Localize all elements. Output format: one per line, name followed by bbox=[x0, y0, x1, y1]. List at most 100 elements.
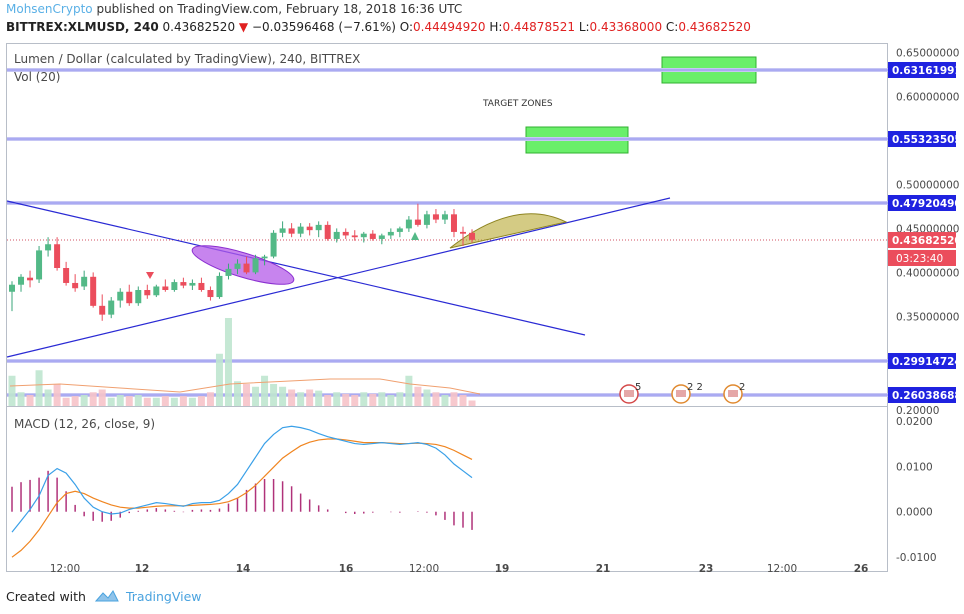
macd-axis-tick-label: 0.0100 bbox=[896, 461, 933, 473]
price-level-badge bbox=[888, 195, 956, 211]
volume-bar bbox=[261, 375, 269, 406]
volume-bar bbox=[26, 395, 34, 406]
price-level-label: 0.29914724 bbox=[892, 356, 962, 368]
event-count-label: 2 2 bbox=[687, 382, 703, 393]
candle-body bbox=[180, 282, 187, 286]
volume-bar bbox=[188, 397, 196, 406]
volume-bar bbox=[279, 386, 287, 406]
candle-body bbox=[9, 284, 15, 292]
candle-body bbox=[234, 263, 241, 269]
footer: Created with TradingView bbox=[6, 588, 202, 604]
open-value: 0.44494920 bbox=[413, 20, 486, 34]
candle-body bbox=[252, 258, 259, 273]
candle-body bbox=[469, 232, 476, 240]
flag-icon bbox=[676, 390, 686, 397]
published-line: MohsenCrypto published on TradingView.co… bbox=[6, 2, 462, 16]
volume-bar bbox=[396, 392, 404, 406]
candle-body bbox=[225, 268, 232, 276]
countdown-badge bbox=[888, 249, 956, 266]
price-change: −0.03596468 (−7.61%) bbox=[251, 20, 396, 34]
volume-bar bbox=[152, 397, 160, 406]
volume-bar bbox=[161, 396, 169, 406]
candle-body bbox=[198, 282, 205, 290]
candle-body bbox=[126, 291, 133, 304]
last-price: 0.43682520 bbox=[162, 20, 236, 34]
volume-bar bbox=[405, 375, 413, 406]
candle-body bbox=[342, 231, 349, 236]
macd-axis-tick-label: 0.0200 bbox=[896, 416, 933, 428]
price-axis-tick-label: 0.50000000 bbox=[896, 179, 959, 191]
volume-bar bbox=[44, 389, 52, 406]
candle-body bbox=[423, 214, 430, 225]
volume-bar bbox=[179, 396, 187, 406]
candle-body bbox=[162, 286, 169, 290]
candle-body bbox=[45, 244, 52, 251]
candle-body bbox=[108, 300, 115, 315]
event-count-label: 5 bbox=[635, 382, 641, 393]
candle-body bbox=[333, 231, 340, 239]
candle-body bbox=[360, 233, 367, 238]
price-level-badge bbox=[888, 62, 956, 78]
price-level-label: 0.63161991 bbox=[892, 65, 962, 77]
time-axis-tick-label: 16 bbox=[339, 563, 354, 575]
candle-body bbox=[369, 233, 376, 239]
volume-bar bbox=[324, 395, 332, 406]
candle-body bbox=[414, 219, 421, 225]
candle-body bbox=[279, 228, 286, 233]
tradingview-brand[interactable]: TradingView bbox=[125, 588, 202, 604]
high-value: 0.44878521 bbox=[502, 20, 575, 34]
time-axis-tick-label: 14 bbox=[236, 563, 251, 575]
volume-bar bbox=[270, 384, 278, 406]
volume-bar bbox=[80, 395, 88, 406]
candle-body bbox=[72, 282, 79, 289]
volume-bar bbox=[360, 392, 368, 406]
volume-bar bbox=[441, 395, 449, 406]
tradingview-logo-icon bbox=[94, 590, 119, 602]
volume-bar bbox=[243, 384, 251, 406]
high-label: H: bbox=[489, 20, 503, 34]
pane-divider[interactable] bbox=[6, 406, 888, 407]
candle-body bbox=[63, 268, 70, 283]
candle-body bbox=[450, 214, 457, 232]
candle-body bbox=[460, 231, 466, 234]
price-axis-tick-label: 0.65000000 bbox=[896, 47, 959, 59]
price-axis-tick-label: 0.20000 bbox=[896, 405, 939, 417]
volume-ma-line bbox=[9, 378, 481, 395]
close-value: 0.43682520 bbox=[678, 20, 751, 34]
countdown-label: 03:23:40 bbox=[896, 253, 943, 265]
volume-legend: Vol (20) bbox=[14, 70, 61, 84]
candle-body bbox=[288, 228, 295, 234]
volume-bar bbox=[89, 392, 97, 406]
volume-bar bbox=[8, 375, 16, 406]
volume-bar bbox=[215, 353, 223, 406]
price-level-badge bbox=[888, 353, 956, 369]
volume-bar bbox=[387, 395, 395, 406]
macd-axis-tick-label: -0.0100 bbox=[896, 552, 937, 564]
time-axis-tick-label: 23 bbox=[699, 563, 714, 575]
open-label: O: bbox=[399, 20, 414, 34]
candle-body bbox=[90, 276, 97, 306]
flag-icon bbox=[728, 390, 738, 397]
flag-icon bbox=[624, 390, 634, 397]
volume-bar bbox=[206, 392, 214, 406]
volume-bar bbox=[351, 395, 359, 406]
volume-bar bbox=[35, 370, 43, 406]
volume-bar bbox=[197, 396, 205, 406]
author-link[interactable]: MohsenCrypto bbox=[6, 2, 93, 16]
time-axis-tick-label: 12:00 bbox=[50, 563, 80, 575]
candle-body bbox=[405, 219, 412, 229]
candle-body bbox=[324, 224, 331, 239]
volume-bar bbox=[342, 393, 350, 406]
candle-body bbox=[135, 290, 142, 304]
low-value: 0.43368000 bbox=[589, 20, 663, 34]
candle-body bbox=[144, 290, 151, 296]
volume-bar bbox=[333, 392, 341, 406]
volume-bar bbox=[107, 397, 115, 406]
volume-bar bbox=[423, 389, 431, 406]
macd-signal-line bbox=[11, 438, 473, 558]
volume-bar bbox=[170, 397, 178, 406]
down-arrow-icon: ▼ bbox=[238, 20, 249, 34]
close-label: C: bbox=[665, 20, 679, 34]
candle-body bbox=[387, 231, 394, 236]
